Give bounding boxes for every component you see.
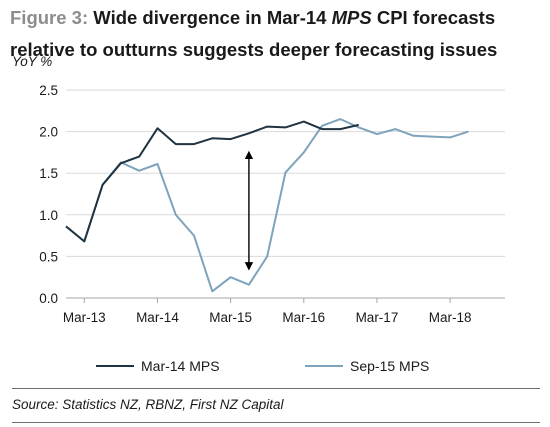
y-tick-label: 2.5 (39, 83, 58, 98)
legend-label-sep15: Sep-15 MPS (350, 358, 429, 374)
source-note: Source: Statistics NZ, RBNZ, First NZ Ca… (12, 397, 284, 412)
x-tick-label: Mar-18 (429, 310, 472, 325)
y-tick-label: 0.0 (39, 291, 58, 306)
series-line-mar14-mps (65, 120, 359, 243)
y-tick-label: 2.0 (39, 125, 58, 140)
figure-title: Figure 3: Wide divergence in Mar-14 MPS … (10, 2, 545, 66)
title-em: MPS (331, 7, 372, 28)
title-part1: Wide divergence in Mar-14 (93, 7, 332, 28)
legend-label-mar14: Mar-14 MPS (141, 358, 220, 374)
x-tick-label: Mar-16 (282, 310, 325, 325)
divider (12, 422, 540, 423)
y-axis-units: YoY % (12, 54, 53, 69)
x-tick-label: Mar-13 (63, 310, 106, 325)
series-line-sep15-mps (65, 118, 469, 293)
title-part2: CPI forecasts relative to outturns sugge… (10, 7, 498, 60)
divider (12, 388, 540, 389)
y-tick-label: 1.0 (39, 208, 58, 223)
x-tick-label: Mar-15 (209, 310, 252, 325)
x-tick-label: Mar-14 (136, 310, 179, 325)
y-tick-label: 1.5 (39, 166, 58, 181)
figure-label: Figure 3: (10, 7, 89, 28)
y-tick-label: 0.5 (39, 249, 58, 264)
x-tick-label: Mar-17 (356, 310, 399, 325)
